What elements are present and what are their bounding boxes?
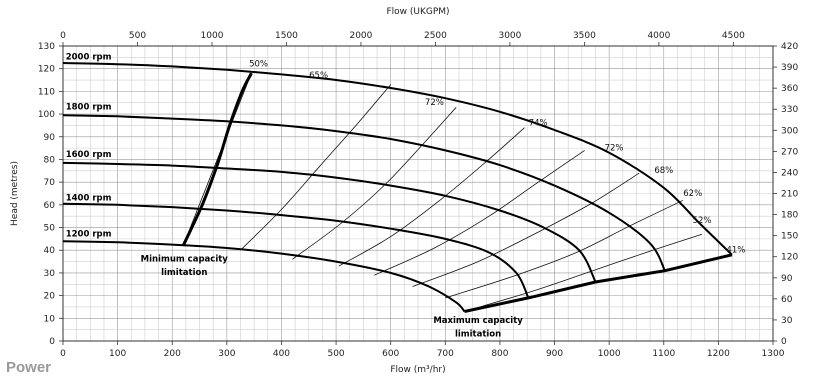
y-tick-label: 120 [38,65,55,75]
efficiency-label: 74% [529,118,548,128]
right-tick-label: 30 [781,316,793,326]
right-tick-label: 180 [781,211,798,221]
y-tick-label: 20 [44,292,56,302]
speed-curve-1400-rpm [62,202,530,299]
right-tick-label: 420 [781,42,798,52]
y-tick-label: 30 [44,269,56,279]
top-tick-label: 3000 [498,31,521,41]
top-tick-label: 4500 [722,31,745,41]
y-tick-label: 110 [38,87,55,97]
speed-curve-1200-rpm [62,240,466,313]
top-axis-title: Flow (UKGPM) [386,7,449,17]
x-tick-label: 600 [382,349,399,359]
top-tick-label: 500 [129,31,146,41]
x-tick-label: 1300 [762,349,785,359]
top-tick-label: 2500 [424,31,447,41]
x-tick-label: 1000 [598,349,621,359]
right-tick-label: 300 [781,126,798,136]
annotation-label: Minimum capacity [141,255,229,265]
speed-curve-2000-rpm [62,62,733,256]
y-tick-label: 100 [38,110,55,120]
y-tick-label: 70 [44,178,56,188]
speed-label: 2000 rpm [66,53,112,63]
speed-label: 1800 rpm [66,103,112,113]
annotation-label: limitation [161,268,207,278]
power-section-label: Power [6,359,52,376]
x-tick-label: 700 [437,349,454,359]
top-tick-label: 3500 [573,31,596,41]
x-tick-label: 800 [491,349,508,359]
right-tick-label: 390 [781,63,798,73]
efficiency-line-72pct [374,150,585,276]
x-tick-label: 100 [109,349,126,359]
speed-label: 1200 rpm [66,230,112,240]
efficiency-line-62pct [445,199,684,299]
top-tick-label: 4000 [647,31,670,41]
annotation-label: Maximum capacity [433,316,523,326]
efficiency-label: 41% [726,246,745,256]
x-tick-label: 300 [218,349,235,359]
right-tick-label: 120 [781,253,798,263]
right-tick-label: 240 [781,168,798,178]
y-tick-label: 80 [44,155,56,165]
speed-curve-1800-rpm [62,114,666,272]
efficiency-line-68pct [412,172,640,287]
y-tick-label: 60 [44,201,56,211]
right-tick-label: 210 [781,190,798,200]
y-tick-label: 90 [44,133,56,143]
right-tick-label: 0 [781,337,787,347]
annotation-label: limitation [455,329,501,339]
x-tick-label: 400 [273,349,290,359]
right-tick-label: 150 [781,232,798,242]
efficiency-label: 65% [309,71,328,81]
speed-curve-1600-rpm [62,161,597,283]
x-axis-title: Flow (m³/hr) [390,365,445,375]
top-tick-label: 1500 [275,31,298,41]
right-tick-label: 330 [781,105,798,115]
efficiency-line-65pct [240,84,392,251]
efficiency-label: 72% [425,98,444,108]
y-tick-label: 10 [44,314,56,324]
maximum-capacity-line [464,253,733,313]
right-tick-label: 60 [781,295,793,305]
speed-label: 1600 rpm [66,150,112,160]
x-tick-label: 200 [164,349,181,359]
minimum-capacity-line [181,72,253,247]
y-axis-title: Head (metres) [10,161,20,226]
y-tick-label: 40 [44,246,56,256]
y-tick-label: 130 [38,42,55,52]
right-tick-label: 360 [781,84,798,94]
efficiency-line-74pct [338,127,525,267]
x-tick-label: 0 [60,349,66,359]
x-tick-label: 1200 [707,349,730,359]
top-tick-label: 2000 [349,31,372,41]
top-tick-label: 0 [60,31,66,41]
y-tick-label: 0 [49,337,55,347]
efficiency-line-52pct [464,233,703,312]
efficiency-label: 62% [683,189,702,199]
y-tick-label: 50 [44,224,56,234]
x-tick-label: 500 [327,349,344,359]
speed-label: 1400 rpm [66,193,112,203]
x-tick-label: 1100 [652,349,675,359]
top-tick-label: 1000 [201,31,224,41]
right-tick-label: 90 [781,274,793,284]
efficiency-label: 72% [605,143,624,153]
efficiency-label: 52% [693,216,712,226]
efficiency-label: 50% [249,59,268,69]
right-tick-label: 270 [781,147,798,157]
efficiency-label: 68% [654,166,673,176]
x-tick-label: 900 [546,349,563,359]
